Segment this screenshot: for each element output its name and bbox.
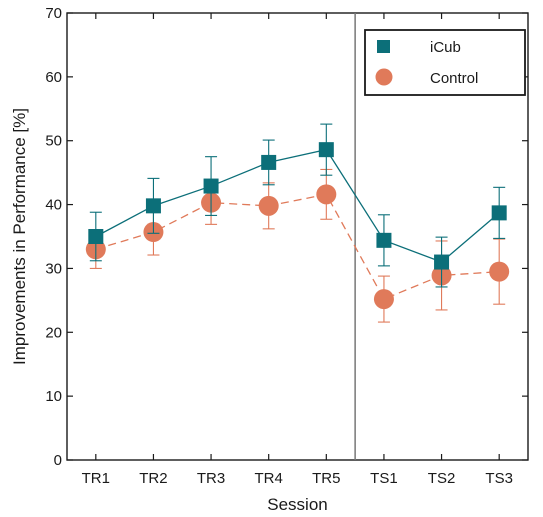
x-tick-label: TR5 [312, 470, 340, 487]
data-point [316, 184, 337, 205]
series-layer [85, 123, 510, 323]
data-point [373, 289, 394, 310]
y-tick-label: 60 [45, 69, 62, 86]
series-control [85, 168, 510, 323]
y-tick-label: 40 [45, 197, 62, 214]
x-axis-ticks: TR1 TR2 TR3 TR4 TR5 TS1 TS2 TS3 [82, 13, 513, 487]
y-tick-label: 10 [45, 388, 62, 405]
series-line [95, 148, 500, 263]
plot-frame [66, 12, 529, 461]
series-icub [88, 123, 507, 288]
data-point [145, 198, 161, 214]
series-line [95, 193, 500, 300]
legend-marker-control [375, 68, 393, 86]
x-tick-label: TR2 [139, 470, 167, 487]
x-tick-label: TS2 [428, 470, 456, 487]
y-tick-label: 30 [45, 260, 62, 277]
x-tick-label: TS3 [485, 470, 513, 487]
data-point [491, 205, 507, 221]
data-point [489, 261, 510, 282]
y-tick-label: 20 [45, 324, 62, 341]
data-point [376, 232, 392, 248]
y-axis-ticks: 0 10 20 30 40 50 60 70 [45, 5, 528, 469]
x-tick-label: TR1 [82, 470, 110, 487]
legend-label-control: Control [430, 70, 478, 87]
legend-marker-icub [377, 40, 390, 53]
y-tick-label: 0 [54, 452, 62, 469]
data-point [318, 142, 334, 158]
plot-axes [66, 12, 529, 461]
x-tick-label: TS1 [370, 470, 398, 487]
x-axis-title: Session [267, 495, 327, 514]
legend: iCub Control [364, 29, 526, 96]
y-tick-label: 70 [45, 5, 62, 22]
data-point [258, 195, 279, 216]
data-point [261, 154, 277, 170]
legend-label-icub: iCub [430, 39, 461, 56]
legend-box [364, 29, 526, 96]
x-tick-label: TR4 [255, 470, 283, 487]
y-axis-title: Improvements in Performance [%] [10, 108, 29, 365]
y-tick-label: 50 [45, 133, 62, 150]
data-point [434, 254, 450, 270]
data-point [203, 178, 219, 194]
x-tick-label: TR3 [197, 470, 225, 487]
data-point [88, 229, 104, 244]
